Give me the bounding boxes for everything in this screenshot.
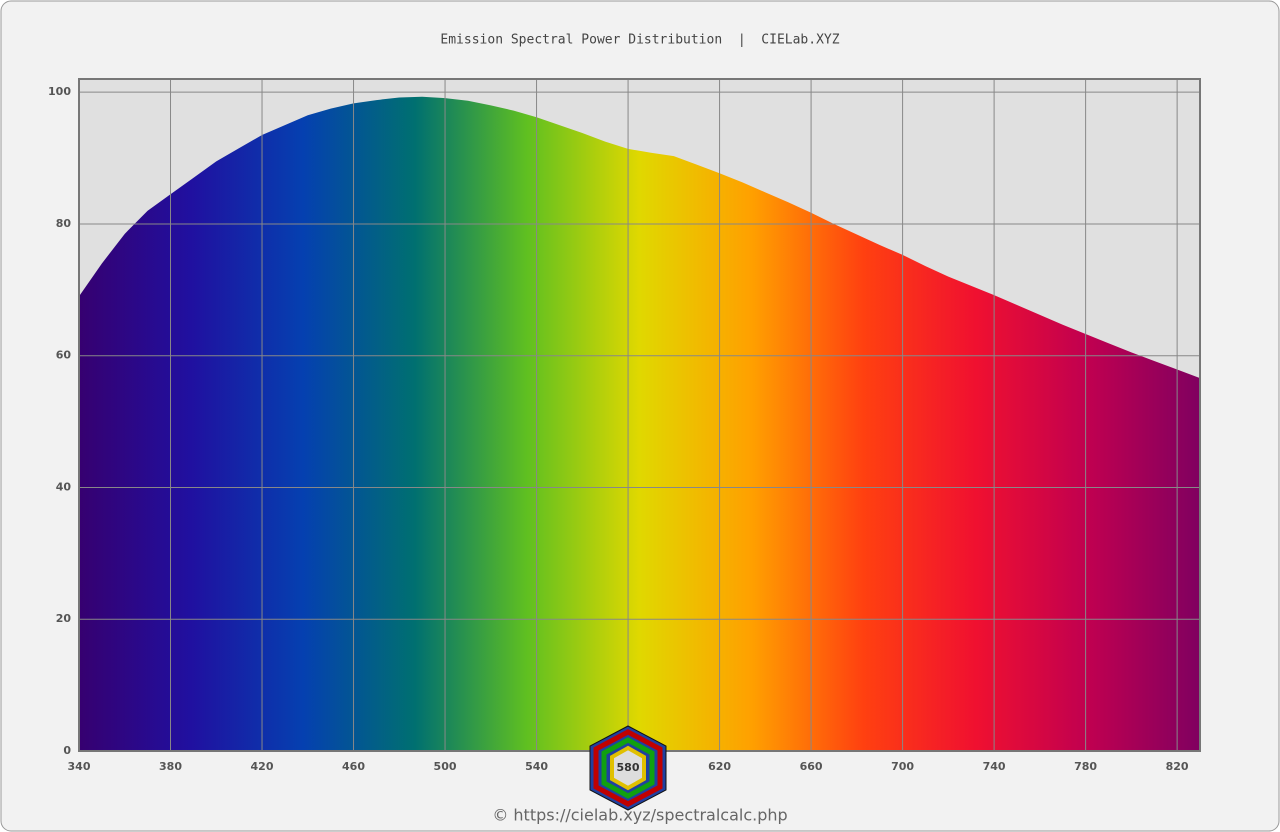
x-tick-label: 700 (891, 760, 914, 773)
x-tick-label: 420 (251, 760, 274, 773)
y-tick-label: 80 (56, 217, 72, 230)
badge: 580 (617, 761, 640, 774)
x-tick-label: 780 (1074, 760, 1097, 773)
y-tick-label: 0 (63, 744, 71, 757)
x-tick-label: 500 (434, 760, 457, 773)
y-tick-label: 20 (56, 612, 72, 625)
x-tick-label: 620 (708, 760, 731, 773)
y-tick-label: 100 (48, 85, 71, 98)
x-tick-label: 540 (525, 760, 548, 773)
x-tick-label: 660 (800, 760, 823, 773)
x-tick-label: 820 (1166, 760, 1189, 773)
area (79, 96, 1200, 752)
x-tick-label: 340 (68, 760, 91, 773)
y-tick-label: 40 (56, 480, 72, 493)
y-tick-label: 60 (56, 349, 72, 362)
x-tick-label: 380 (159, 760, 182, 773)
footer: © https://cielab.xyz/spectralcalc.php (492, 806, 787, 825)
x-tick-label: 460 (342, 760, 365, 773)
logo: 580 (589, 725, 667, 811)
chart-title: Emission Spectral Power Distribution | C… (440, 33, 839, 48)
x-tick-label: 740 (983, 760, 1006, 773)
